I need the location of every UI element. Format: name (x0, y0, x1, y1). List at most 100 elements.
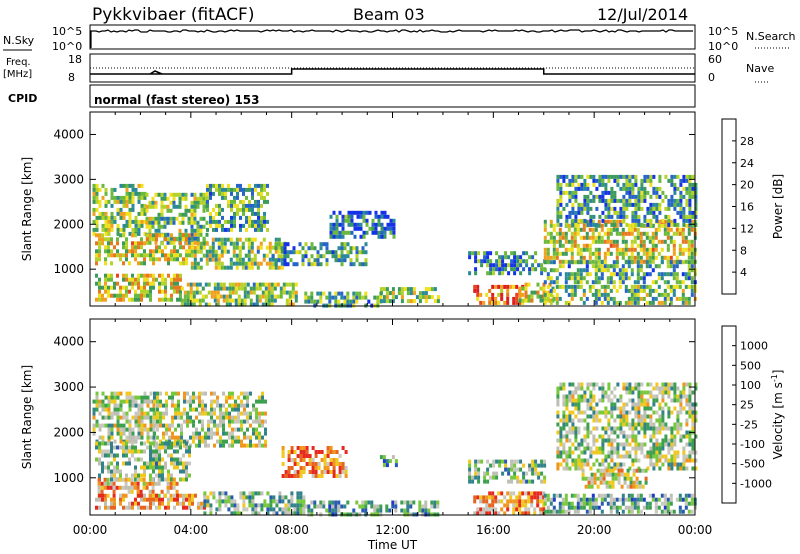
data-cell (601, 394, 605, 399)
data-cell (389, 226, 393, 231)
data-cell (583, 218, 587, 223)
data-cell (134, 187, 138, 192)
data-cell (158, 501, 161, 506)
data-cell (221, 191, 224, 196)
data-cell (604, 174, 608, 179)
data-cell (637, 186, 641, 191)
data-cell (580, 382, 584, 387)
data-cell (690, 243, 694, 248)
data-cell (652, 426, 656, 431)
data-cell (149, 449, 152, 454)
data-cell (518, 294, 522, 299)
data-cell (246, 391, 249, 396)
data-cell (161, 465, 164, 470)
data-cell (113, 473, 116, 478)
data-cell (652, 442, 656, 447)
data-cell (636, 288, 640, 293)
colorbar-tick-label: 4 (740, 266, 747, 279)
data-cell (320, 450, 324, 454)
data-cell (614, 472, 618, 477)
data-cell (574, 222, 578, 227)
data-cell (634, 442, 638, 447)
data-cell (631, 458, 635, 463)
data-cell (645, 300, 649, 305)
data-cell (240, 391, 243, 396)
freq-tick-top: 18 (68, 53, 82, 66)
data-cell (158, 469, 161, 474)
data-cell (316, 258, 320, 263)
data-cell (573, 284, 577, 289)
data-cell (173, 449, 176, 454)
data-cell (642, 231, 646, 236)
data-cell (482, 499, 486, 504)
data-cell (246, 294, 250, 299)
data-cell (382, 295, 386, 300)
data-cell (166, 220, 170, 225)
data-cell (176, 441, 179, 446)
data-cell (254, 187, 257, 192)
data-cell (497, 511, 501, 516)
data-cell (679, 206, 683, 211)
data-cell (296, 446, 300, 450)
data-cell (666, 227, 670, 232)
data-cell (107, 441, 110, 446)
data-cell (640, 222, 644, 227)
data-cell (362, 214, 366, 219)
data-cell (113, 253, 116, 258)
data-cell (119, 391, 123, 396)
data-cell (279, 294, 283, 299)
data-cell (690, 239, 694, 244)
data-cell (479, 300, 483, 305)
data-cell (243, 403, 246, 408)
data-cell (110, 215, 114, 220)
data-cell (645, 231, 649, 236)
data-cell (128, 449, 131, 454)
data-cell (600, 272, 604, 277)
data-cell (637, 198, 641, 203)
data-cell (219, 439, 222, 444)
data-cell (654, 264, 658, 269)
data-cell (630, 247, 634, 252)
data-cell (672, 251, 676, 256)
data-cell (625, 190, 629, 195)
data-cell (571, 458, 575, 463)
data-cell (212, 491, 216, 496)
data-cell (637, 214, 641, 219)
data-cell (604, 222, 608, 227)
data-cell (107, 289, 110, 294)
data-cell (104, 289, 107, 294)
data-cell (626, 468, 630, 473)
data-cell (552, 497, 556, 502)
data-cell (583, 390, 587, 395)
data-cell (657, 292, 661, 297)
data-cell (488, 491, 492, 496)
data-cell (296, 470, 300, 474)
data-cell (533, 290, 537, 295)
data-cell (223, 241, 227, 246)
data-cell (313, 299, 317, 304)
data-cell (521, 300, 525, 305)
data-cell (256, 249, 260, 254)
data-cell (206, 499, 210, 504)
data-cell (527, 298, 531, 303)
data-cell (152, 253, 155, 258)
data-cell (591, 231, 595, 236)
data-cell (231, 282, 235, 287)
data-cell (164, 233, 167, 238)
data-cell (171, 391, 174, 396)
data-cell (583, 426, 587, 431)
data-cell (224, 219, 227, 224)
data-cell (130, 481, 134, 486)
data-cell (116, 195, 120, 200)
data-cell (122, 415, 126, 420)
data-cell (601, 442, 605, 447)
data-cell (637, 466, 641, 471)
data-cell (506, 292, 510, 297)
data-cell (165, 403, 168, 408)
data-cell (293, 458, 297, 462)
data-cell (249, 435, 252, 440)
data-cell (592, 198, 596, 203)
data-cell (571, 206, 575, 211)
data-cell (113, 199, 117, 204)
data-cell (521, 292, 525, 297)
